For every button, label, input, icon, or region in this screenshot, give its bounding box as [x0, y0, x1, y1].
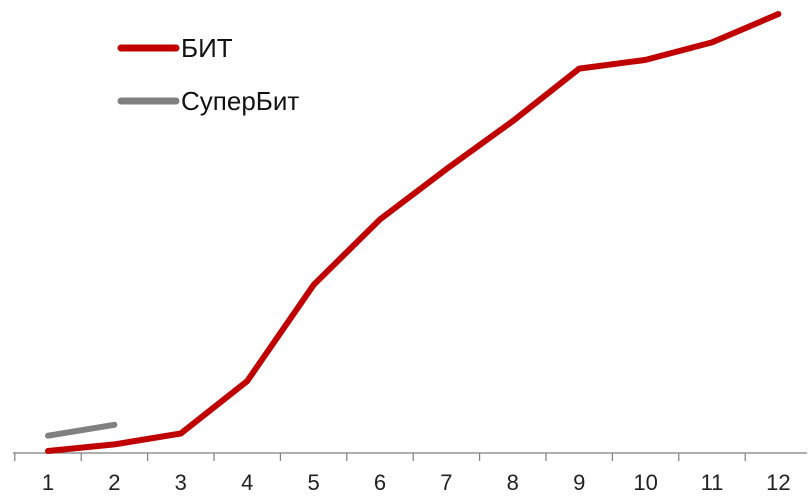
x-tick-label: 12 [766, 470, 790, 495]
x-tick-label: 11 [701, 470, 724, 495]
x-tick-label: 6 [374, 470, 386, 495]
series-line-2 [45, 421, 118, 439]
series-group [45, 11, 782, 454]
x-axis: 1 2 3 4 5 6 7 8 9 10 11 12 [13, 452, 807, 495]
x-tick-label: 4 [241, 470, 253, 495]
x-tick-label: 7 [440, 470, 452, 495]
legend-label-1: БИТ [181, 33, 233, 63]
series-line-1 [45, 11, 782, 454]
x-tick-label: 8 [507, 470, 519, 495]
x-tick-label: 1 [42, 470, 54, 495]
legend-label-2: СуперБит [181, 86, 299, 116]
x-tick-label: 2 [108, 470, 120, 495]
x-tick-label: 5 [307, 470, 319, 495]
x-tick-label: 9 [573, 470, 585, 495]
x-tick-label: 3 [175, 470, 187, 495]
legend: БИТ СуперБит [117, 33, 299, 116]
x-tick-label: 10 [633, 470, 657, 495]
